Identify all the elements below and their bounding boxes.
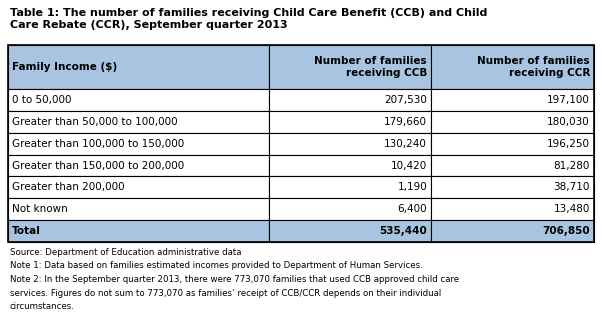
Text: 81,280: 81,280	[554, 160, 590, 170]
Bar	[8, 45, 594, 242]
Bar	[431, 89, 594, 111]
Text: Greater than 50,000 to 100,000: Greater than 50,000 to 100,000	[12, 117, 178, 127]
Bar	[8, 89, 268, 111]
Bar	[268, 45, 431, 89]
Text: Number of families
receiving CCR: Number of families receiving CCR	[477, 56, 590, 78]
Text: 10,420: 10,420	[391, 160, 427, 170]
Text: Note 1: Data based on families estimated incomes provided to Department of Human: Note 1: Data based on families estimated…	[10, 261, 423, 271]
Bar	[268, 133, 431, 155]
Bar	[431, 133, 594, 155]
Bar	[268, 177, 431, 198]
Text: Source: Department of Education administrative data: Source: Department of Education administ…	[10, 248, 241, 257]
Text: circumstances.: circumstances.	[10, 302, 75, 311]
Bar	[8, 133, 268, 155]
Text: Family Income ($): Family Income ($)	[12, 62, 117, 72]
Text: 180,030: 180,030	[547, 117, 590, 127]
Bar	[8, 111, 268, 133]
Text: 179,660: 179,660	[384, 117, 427, 127]
Text: Greater than 200,000: Greater than 200,000	[12, 182, 125, 192]
Bar	[268, 220, 431, 242]
Text: Table 1: The number of families receiving Child Care Benefit (CCB) and Child
Car: Table 1: The number of families receivin…	[10, 8, 488, 29]
Text: services. Figures do not sum to 773,070 as families’ receipt of CCB/CCR depends : services. Figures do not sum to 773,070 …	[10, 288, 441, 297]
Text: Total: Total	[12, 226, 41, 236]
Text: 38,710: 38,710	[554, 182, 590, 192]
Bar	[8, 198, 268, 220]
Bar	[431, 111, 594, 133]
Text: Not known: Not known	[12, 204, 68, 214]
Bar	[8, 220, 268, 242]
Text: Note 2: In the September quarter 2013, there were 773,070 families that used CCB: Note 2: In the September quarter 2013, t…	[10, 275, 459, 284]
Bar	[268, 155, 431, 177]
Text: Greater than 150,000 to 200,000: Greater than 150,000 to 200,000	[12, 160, 184, 170]
Text: 197,100: 197,100	[547, 95, 590, 105]
Bar	[431, 177, 594, 198]
Bar	[268, 89, 431, 111]
Text: 0 to 50,000: 0 to 50,000	[12, 95, 72, 105]
Bar	[268, 198, 431, 220]
Bar	[431, 220, 594, 242]
Text: 6,400: 6,400	[397, 204, 427, 214]
Text: 1,190: 1,190	[397, 182, 427, 192]
Bar	[268, 111, 431, 133]
Bar	[8, 177, 268, 198]
Text: Greater than 100,000 to 150,000: Greater than 100,000 to 150,000	[12, 139, 184, 149]
Bar	[431, 198, 594, 220]
Text: 130,240: 130,240	[384, 139, 427, 149]
Bar	[431, 155, 594, 177]
Text: 706,850: 706,850	[542, 226, 590, 236]
Bar	[8, 155, 268, 177]
Bar	[431, 45, 594, 89]
Text: 535,440: 535,440	[379, 226, 427, 236]
Text: 13,480: 13,480	[554, 204, 590, 214]
Text: Number of families
receiving CCB: Number of families receiving CCB	[314, 56, 427, 78]
Text: 196,250: 196,250	[547, 139, 590, 149]
Bar	[8, 45, 268, 89]
Text: 207,530: 207,530	[384, 95, 427, 105]
